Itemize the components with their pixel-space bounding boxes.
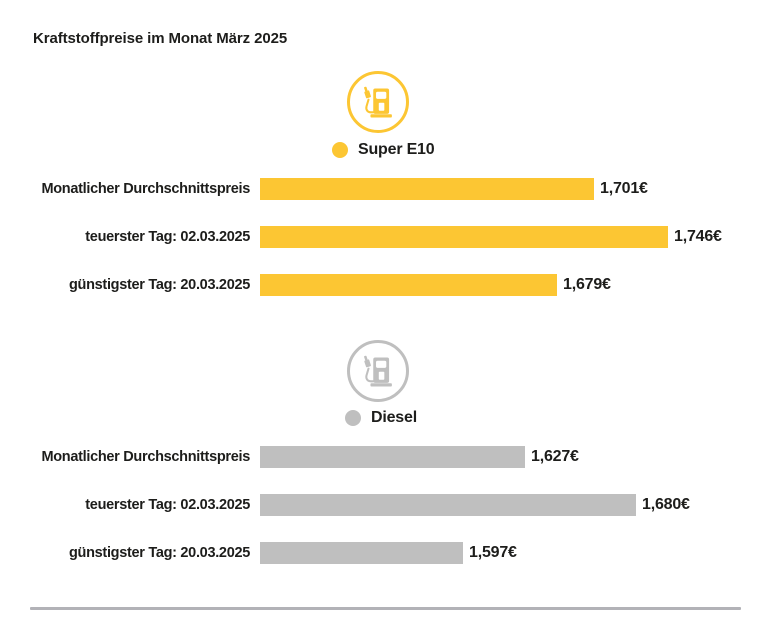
fuel-pump-badge-super bbox=[347, 71, 409, 133]
bar-row-label: günstigster Tag: 20.03.2025 bbox=[68, 545, 250, 561]
bar-row-label: teuerster Tag: 02.03.2025 bbox=[85, 229, 250, 245]
bar-row-label: Monatlicher Durchschnittspreis bbox=[41, 181, 250, 197]
legend-label-super: Super E10 bbox=[358, 141, 435, 158]
bar-super-min bbox=[260, 274, 557, 296]
bar-diesel-average bbox=[260, 446, 525, 468]
legend-label-diesel: Diesel bbox=[371, 409, 417, 426]
bar-value-label: 1,746€ bbox=[674, 228, 722, 245]
fuel-pump-badge-diesel bbox=[347, 340, 409, 402]
bar-super-average bbox=[260, 178, 594, 200]
bar-row-diesel-min: günstigster Tag: 20.03.2025 1,597€ bbox=[0, 542, 769, 564]
legend-dot-diesel bbox=[345, 410, 361, 426]
bottom-divider-line bbox=[30, 607, 741, 610]
bar-value-label: 1,701€ bbox=[600, 180, 648, 197]
legend-super-e10: Super E10 bbox=[332, 141, 435, 158]
bar-value-label: 1,597€ bbox=[469, 544, 517, 561]
legend-diesel: Diesel bbox=[345, 410, 417, 426]
bar-row-label: teuerster Tag: 02.03.2025 bbox=[85, 497, 250, 513]
bar-value-label: 1,627€ bbox=[531, 448, 579, 465]
bar-row-diesel-max: teuerster Tag: 02.03.2025 1,680€ bbox=[0, 494, 769, 516]
bar-row-super-max: teuerster Tag: 02.03.2025 1,746€ bbox=[0, 226, 769, 248]
bar-super-max bbox=[260, 226, 668, 248]
bar-value-label: 1,679€ bbox=[563, 276, 611, 293]
bar-value-label: 1,680€ bbox=[642, 496, 690, 513]
fuel-pump-icon bbox=[364, 355, 392, 387]
bar-diesel-max bbox=[260, 494, 636, 516]
chart-title: Kraftstoffpreise im Monat März 2025 bbox=[33, 30, 288, 47]
bar-row-super-average: Monatlicher Durchschnittspreis 1,701€ bbox=[0, 178, 769, 200]
bar-row-label: Monatlicher Durchschnittspreis bbox=[41, 449, 250, 465]
fuel-pump-icon bbox=[364, 86, 392, 118]
bar-row-label: günstigster Tag: 20.03.2025 bbox=[68, 277, 250, 293]
bar-row-diesel-average: Monatlicher Durchschnittspreis 1,627€ bbox=[0, 446, 769, 468]
bar-diesel-min bbox=[260, 542, 463, 564]
legend-dot-super bbox=[332, 142, 348, 158]
bar-row-super-min: günstigster Tag: 20.03.2025 1,679€ bbox=[0, 274, 769, 296]
